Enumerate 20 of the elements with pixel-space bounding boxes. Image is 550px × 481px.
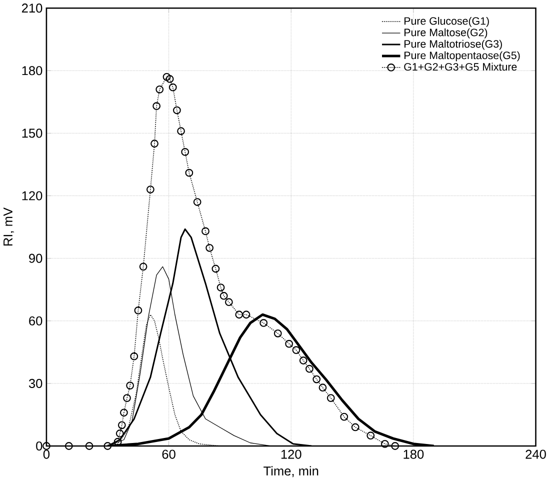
y-tick-label: 30 <box>28 379 42 388</box>
x-tick-label: 60 <box>162 450 176 460</box>
x-tick-label: 180 <box>404 450 424 460</box>
legend-label: Pure Maltose(G2) <box>404 28 488 39</box>
x-tick-label: 120 <box>281 450 302 460</box>
y-tick-label: 150 <box>22 128 42 138</box>
legend-label: G1+G2+G3+G5 Mixture <box>404 62 517 71</box>
y-tick-label: 210 <box>22 4 42 13</box>
x-tick-label: 0 <box>43 450 50 460</box>
y-tick-label: 180 <box>22 66 42 76</box>
y-tick-label: 60 <box>29 316 42 326</box>
x-axis-title: Time, min <box>264 466 318 478</box>
x-tick-label: 240 <box>526 450 546 460</box>
legend-label: Pure Maltotriose(G3) <box>404 40 502 50</box>
legend-label: Pure Glucose(G1) <box>404 17 489 28</box>
legend-label: Pure Maltopentaose(G5) <box>404 52 520 62</box>
y-tick-label: 120 <box>22 191 42 200</box>
y-tick-label: 0 <box>36 442 42 451</box>
y-tick-label: 90 <box>29 254 42 264</box>
y-axis-title: RI, mV <box>4 208 14 246</box>
